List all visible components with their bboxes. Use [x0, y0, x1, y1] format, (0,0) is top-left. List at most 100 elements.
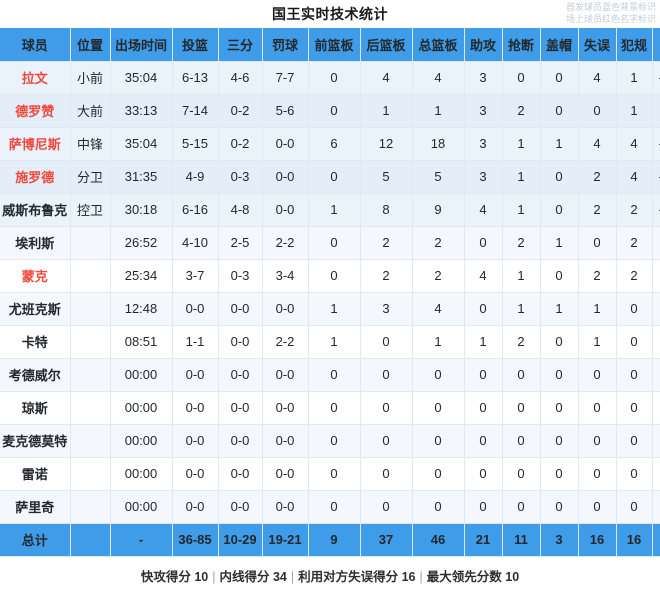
player-minutes: 26:52	[110, 226, 173, 260]
column-header-4[interactable]: 三分	[218, 28, 263, 62]
stat-tp: 0-0	[218, 490, 263, 524]
stat-tp: 0-0	[218, 292, 263, 326]
stat-pm: +4	[652, 259, 660, 293]
stat-blk: 0	[540, 325, 579, 359]
stat-reb: 9	[412, 193, 465, 227]
stat-stl: 1	[502, 292, 541, 326]
stat-stl: 0	[502, 490, 541, 524]
column-header-0[interactable]: 球员	[0, 28, 71, 62]
player-minutes: 33:13	[110, 94, 173, 128]
column-header-11[interactable]: 盖帽	[540, 28, 579, 62]
stat-ft: 0-0	[262, 292, 309, 326]
stat-stl: 2	[502, 226, 541, 260]
stat-reb: 0	[412, 424, 465, 458]
title-bar: 国王实时技术统计 首发球员蓝色背景标识 场上球员红色名字标识	[0, 0, 660, 28]
stat-blk: 0	[540, 259, 579, 293]
stat-dreb: 12	[360, 127, 413, 161]
column-header-10[interactable]: 抢断	[502, 28, 541, 62]
stat-ft: 0-0	[262, 160, 309, 194]
column-header-9[interactable]: 助攻	[464, 28, 503, 62]
player-name: 尤班克斯	[0, 292, 71, 326]
column-header-1[interactable]: 位置	[70, 28, 111, 62]
stat-oreb: 6	[308, 127, 361, 161]
stat-fg: 0-0	[172, 292, 219, 326]
stat-pf: 1	[616, 94, 653, 128]
stat-pm: +5	[652, 226, 660, 260]
stat-ast: 3	[464, 127, 503, 161]
stat-stl: 2	[502, 94, 541, 128]
stat-ft: 0-0	[262, 424, 309, 458]
stat-tov: 4	[578, 61, 617, 95]
total-pf: 16	[616, 523, 653, 557]
total-ft: 19-21	[262, 523, 309, 557]
column-header-2[interactable]: 出场时间	[110, 28, 173, 62]
stat-blk: 0	[540, 490, 579, 524]
player-position	[70, 424, 111, 458]
column-header-5[interactable]: 罚球	[262, 28, 309, 62]
stat-tp: 0-3	[218, 160, 263, 194]
stat-pf: 1	[616, 61, 653, 95]
column-header-7[interactable]: 后篮板	[360, 28, 413, 62]
column-header-12[interactable]: 失误	[578, 28, 617, 62]
stat-oreb: 0	[308, 424, 361, 458]
stat-dreb: 0	[360, 457, 413, 491]
stat-oreb: 0	[308, 259, 361, 293]
note-separator: |	[212, 569, 216, 584]
total-blk: 3	[540, 523, 579, 557]
player-name: 埃利斯	[0, 226, 71, 260]
stat-pm: 0	[652, 457, 660, 491]
stat-oreb: 0	[308, 457, 361, 491]
total-pos	[70, 523, 111, 557]
stat-ast: 0	[464, 292, 503, 326]
stat-fg: 0-0	[172, 424, 219, 458]
player-position: 控卫	[70, 193, 111, 227]
player-name: 考德威尔	[0, 358, 71, 392]
column-header-6[interactable]: 前篮板	[308, 28, 361, 62]
stat-ast: 0	[464, 391, 503, 425]
total-name: 总计	[0, 523, 71, 557]
stat-pm: -15	[652, 61, 660, 95]
stat-pm: 0	[652, 424, 660, 458]
stat-blk: 0	[540, 391, 579, 425]
player-name: 威斯布鲁克	[0, 193, 71, 227]
player-position: 小前	[70, 61, 111, 95]
column-header-8[interactable]: 总篮板	[412, 28, 465, 62]
player-position	[70, 490, 111, 524]
stat-ft: 0-0	[262, 193, 309, 227]
stat-tov: 2	[578, 259, 617, 293]
stat-tp: 0-0	[218, 457, 263, 491]
stat-blk: 0	[540, 424, 579, 458]
stat-oreb: 0	[308, 358, 361, 392]
legend-note: 首发球员蓝色背景标识 场上球员红色名字标识	[566, 1, 656, 25]
stat-ft: 0-0	[262, 457, 309, 491]
stat-ft: 0-0	[262, 358, 309, 392]
player-position	[70, 259, 111, 293]
table-body: 拉文小前35:046-134-67-704430041-1523德罗赞大前33:…	[0, 61, 660, 524]
stat-pf: 2	[616, 226, 653, 260]
stat-dreb: 0	[360, 490, 413, 524]
column-header-13[interactable]: 犯规	[616, 28, 653, 62]
column-header-3[interactable]: 投篮	[172, 28, 219, 62]
stat-ft: 0-0	[262, 490, 309, 524]
stat-oreb: 0	[308, 226, 361, 260]
column-header-14[interactable]: +/-	[652, 28, 660, 62]
stat-dreb: 3	[360, 292, 413, 326]
